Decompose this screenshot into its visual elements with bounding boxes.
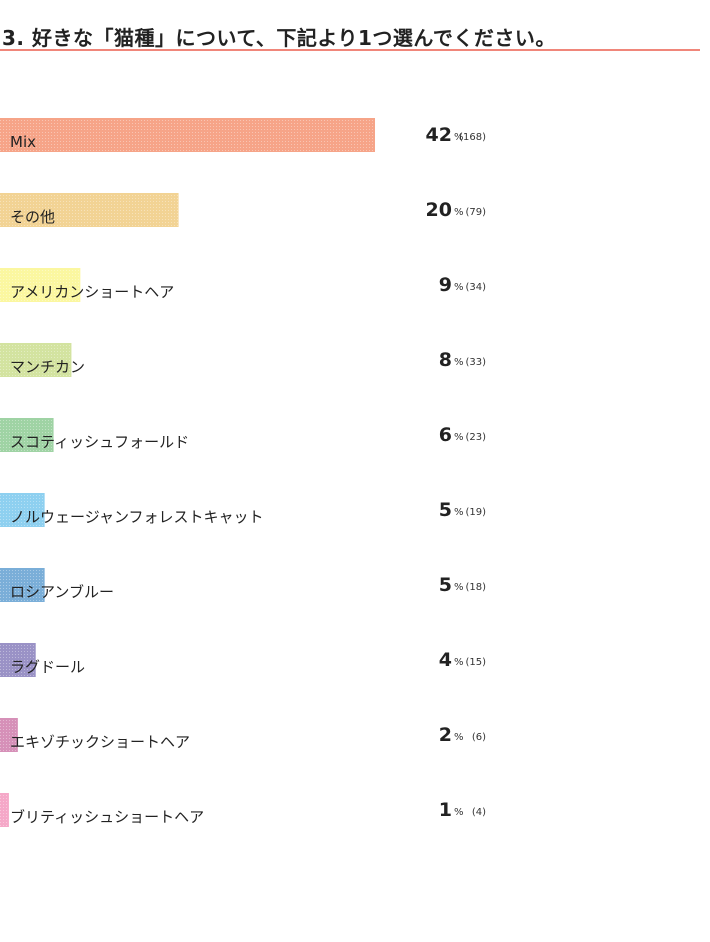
- percent-sign: %: [454, 657, 464, 668]
- percent-sign: %: [454, 357, 464, 368]
- percent-value: 6: [439, 424, 452, 446]
- percent-value: 2: [439, 724, 452, 746]
- response-count: (6): [472, 732, 486, 743]
- bar-row: ラグドール 4% (15): [0, 643, 486, 677]
- bar-row: その他 20% (79): [0, 193, 486, 227]
- percent-sign: %: [454, 132, 464, 143]
- category-label: エキゾチックショートヘア: [10, 733, 190, 751]
- bar-row: エキゾチックショートヘア 2% (6): [0, 718, 486, 752]
- bar-texture: [0, 793, 9, 827]
- bar-row: アメリカンショートヘア 9% (34): [0, 268, 486, 302]
- category-label: ラグドール: [10, 658, 85, 676]
- response-count: (15): [465, 657, 486, 668]
- percent-sign: %: [454, 582, 464, 593]
- category-label: マンチカン: [10, 358, 85, 376]
- percent-sign: %: [454, 282, 464, 293]
- percent-value: 4: [439, 649, 452, 671]
- category-label: ロシアンブルー: [10, 583, 114, 601]
- percent-sign: %: [454, 207, 464, 218]
- percent-sign: %: [454, 807, 464, 818]
- bar-texture: [0, 643, 36, 677]
- response-count: (23): [465, 432, 486, 443]
- bar-texture: [0, 118, 375, 152]
- category-label: アメリカンショートヘア: [10, 283, 174, 301]
- category-label: その他: [10, 208, 55, 226]
- bar-texture: [0, 493, 45, 527]
- percent-value: 5: [439, 499, 452, 521]
- bars-layer: Mix 42 %(168)その他 20% (79)アメリカンショートヘア 9% (34)マン…: [0, 118, 486, 827]
- bar-texture: [0, 418, 54, 452]
- percent-value: 8: [439, 349, 452, 371]
- percent-value: 5: [439, 574, 452, 596]
- title-underline: [0, 49, 700, 51]
- category-label: Mix: [10, 133, 36, 151]
- percent-sign: %: [454, 432, 464, 443]
- bar-texture: [0, 568, 45, 602]
- bar-texture: [0, 343, 72, 377]
- bar-row: マンチカン 8% (33): [0, 343, 486, 377]
- bar-texture: [0, 193, 179, 227]
- response-count: (79): [465, 207, 486, 218]
- bar-row: ノルウェージャンフォレストキャット 5% (19): [0, 493, 486, 527]
- response-count: (4): [472, 807, 486, 818]
- response-count: (19): [465, 507, 486, 518]
- percent-value: 9: [439, 274, 452, 296]
- response-count: (33): [465, 357, 486, 368]
- bar-row: スコティッシュフォールド 6% (23): [0, 418, 486, 452]
- percent-value: 1: [439, 799, 452, 821]
- bar-row: ロシアンブルー 5% (18): [0, 568, 486, 602]
- percent-value: 42: [426, 124, 452, 146]
- response-count: (168): [459, 132, 486, 143]
- percent-sign: %: [454, 732, 464, 743]
- category-label: ノルウェージャンフォレストキャット: [10, 508, 264, 526]
- category-label: ブリティッシュショートヘア: [10, 808, 204, 826]
- bar-row: Mix 42 %(168): [0, 118, 486, 152]
- response-count: (18): [465, 582, 486, 593]
- bar-texture: [0, 268, 81, 302]
- category-label: スコティッシュフォールド: [10, 433, 189, 451]
- bar-texture: [0, 718, 18, 752]
- percent-value: 20: [426, 199, 452, 221]
- percent-sign: %: [454, 507, 464, 518]
- response-count: (34): [465, 282, 486, 293]
- chart-title: 3. 好きな「猫種」について、下記より1つ選んでください。: [2, 26, 556, 50]
- bar-row: ブリティッシュショートヘア 1% (4): [0, 793, 486, 827]
